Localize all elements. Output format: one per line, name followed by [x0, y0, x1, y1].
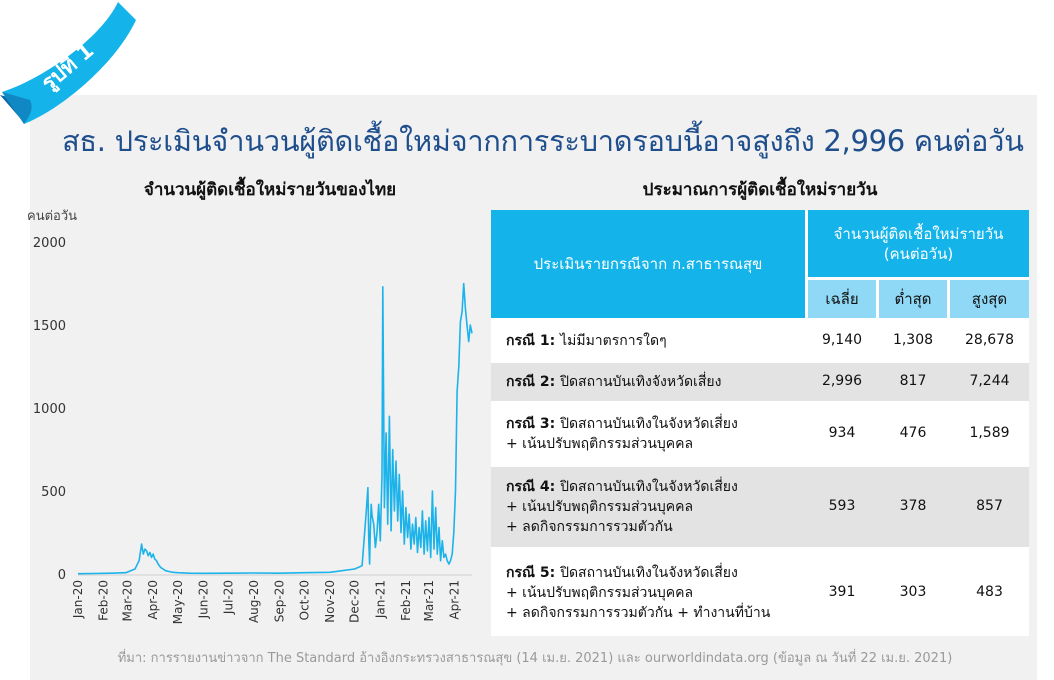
cell-average: 391: [828, 584, 856, 600]
chart-title: จำนวนผู้ติดเชื้อใหม่รายวันของไทย: [143, 180, 397, 200]
y-tick-label: 1500: [33, 319, 66, 334]
scenario-label: กรณี 1:: [506, 333, 561, 349]
scenario-text: ปิดสถานบันเทิงในจังหวัดเสี่ยง: [560, 479, 738, 495]
cell-min: 378: [899, 498, 927, 514]
cell-max: 857: [976, 498, 1003, 514]
scenario-description: กรณี 5: ปิดสถานบันเทิงในจังหวัดเสี่ยง + เ…: [506, 563, 770, 623]
cell-max: 483: [976, 584, 1003, 600]
cell-min: 817: [899, 373, 927, 389]
y-axis-unit: คนต่อวัน: [27, 209, 78, 224]
scenario-description: กรณี 4: ปิดสถานบันเทิงในจังหวัดเสี่ยง + เ…: [506, 477, 738, 537]
x-tick-label: Feb-20: [97, 580, 111, 621]
scenario-text: ไม่มีมาตรการใดๆ: [560, 333, 667, 349]
scenario-description: กรณี 2: ปิดสถานบันเทิงจังหวัดเสี่ยง: [506, 372, 721, 392]
x-tick-label: Dec-20: [348, 580, 362, 623]
x-tick-label: Oct-20: [297, 580, 311, 620]
y-tick-label: 0: [58, 568, 66, 583]
cell-min: 476: [899, 425, 927, 441]
cell-max: 1,589: [969, 425, 1010, 441]
column-header-min: ต่ำสุด: [879, 280, 947, 318]
scenario-text: ปิดสถานบันเทิงจังหวัดเสี่ยง: [560, 374, 722, 390]
scenario-description: กรณี 3: ปิดสถานบันเทิงในจังหวัดเสี่ยง + เ…: [506, 414, 738, 454]
scenario-text: ปิดสถานบันเทิงในจังหวัดเสี่ยง: [560, 565, 738, 581]
table-row: กรณี 1: ไม่มีมาตรการใดๆ 9,140 1,308 28,678: [491, 320, 1029, 361]
x-tick-label: Feb-21: [399, 580, 413, 621]
table-row: กรณี 5: ปิดสถานบันเทิงในจังหวัดเสี่ยง + เ…: [491, 549, 1029, 636]
scenario-label: กรณี 3:: [506, 416, 561, 432]
table-header-scenario: ประเมินรายกรณีจาก ก.สาธารณสุข: [491, 210, 805, 318]
table-row: กรณี 2: ปิดสถานบันเทิงจังหวัดเสี่ยง 2,996…: [491, 363, 1029, 401]
scenario-label: กรณี 2:: [506, 374, 561, 390]
page-title: สธ. ประเมินจำนวนผู้ติดเชื้อใหม่จากการระบ…: [62, 124, 1024, 158]
x-tick-label: May-20: [171, 580, 185, 624]
cell-average: 934: [828, 425, 856, 441]
scenario-text: + เน้นปรับพฤติกรรมส่วนบุคคล: [506, 499, 694, 515]
x-tick-label: Mar-21: [422, 580, 436, 621]
scenario-text: ปิดสถานบันเทิงในจังหวัดเสี่ยง: [560, 416, 738, 432]
column-header-max: สูงสุด: [950, 280, 1029, 318]
table-title: ประมาณการผู้ติดเชื้อใหม่รายวัน: [642, 180, 878, 200]
scenario-label: กรณี 4:: [506, 479, 561, 495]
x-tick-label: Apr-21: [448, 580, 462, 620]
scenario-label: กรณี 5:: [506, 565, 561, 581]
x-tick-label: Jul-20: [221, 580, 235, 615]
y-tick-label: 500: [41, 485, 66, 500]
series-line-daily-cases: [77, 282, 473, 575]
x-tick-label: Jan-20: [71, 580, 85, 619]
x-tick-label: Aug-20: [247, 580, 261, 623]
y-tick-label: 2000: [33, 236, 66, 251]
cell-max: 7,244: [969, 373, 1010, 389]
table-row: กรณี 4: ปิดสถานบันเทิงในจังหวัดเสี่ยง + เ…: [491, 467, 1029, 547]
cell-min: 1,308: [892, 332, 934, 348]
cell-average: 9,140: [821, 332, 863, 348]
x-tick-label: Apr-20: [146, 580, 160, 620]
cell-max: 28,678: [965, 332, 1014, 348]
daily-cases-chart: 0 500 1000 1500 2000 Jan-20 Feb-20 Mar-20 Apr-20…: [33, 236, 473, 624]
table-row: กรณี 3: ปิดสถานบันเทิงในจังหวัดเสี่ยง + เ…: [491, 403, 1029, 465]
x-tick-label: Mar-20: [121, 580, 135, 621]
scenario-text: + ลดกิจกรรมการรวมตัวกัน + ทำงานที่บ้าน: [506, 605, 771, 621]
cell-average: 593: [828, 498, 856, 514]
x-tick-label: Jun-20: [197, 580, 211, 619]
x-tick-label: Sep-20: [273, 580, 287, 622]
cell-average: 2,996: [821, 373, 863, 389]
estimate-table: ประเมินรายกรณีจาก ก.สาธารณสุข จำนวนผู้ติ…: [491, 210, 1029, 636]
scenario-text: + เน้นปรับพฤติกรรมส่วนบุคคล: [506, 436, 694, 452]
y-tick-label: 1000: [33, 402, 66, 417]
scenario-text: + เน้นปรับพฤติกรรมส่วนบุคคล: [506, 585, 694, 601]
x-tick-label: Nov-20: [323, 580, 337, 623]
table-header-daily-cases: จำนวนผู้ติดเชื้อใหม่รายวัน (คนต่อวัน): [808, 210, 1029, 277]
x-tick-label: Jan-21: [373, 580, 387, 619]
figure-badge: รูปที่ 1: [0, 2, 136, 124]
source-note: ที่มา: การรายงานข่าวจาก The Standard อ้า…: [117, 651, 953, 666]
column-header-average: เฉลี่ย: [808, 280, 876, 318]
scenario-description: กรณี 1: ไม่มีมาตรการใดๆ: [506, 331, 667, 351]
cell-min: 303: [899, 584, 927, 600]
scenario-text: + ลดกิจกรรมการรวมตัวกัน: [506, 519, 673, 535]
